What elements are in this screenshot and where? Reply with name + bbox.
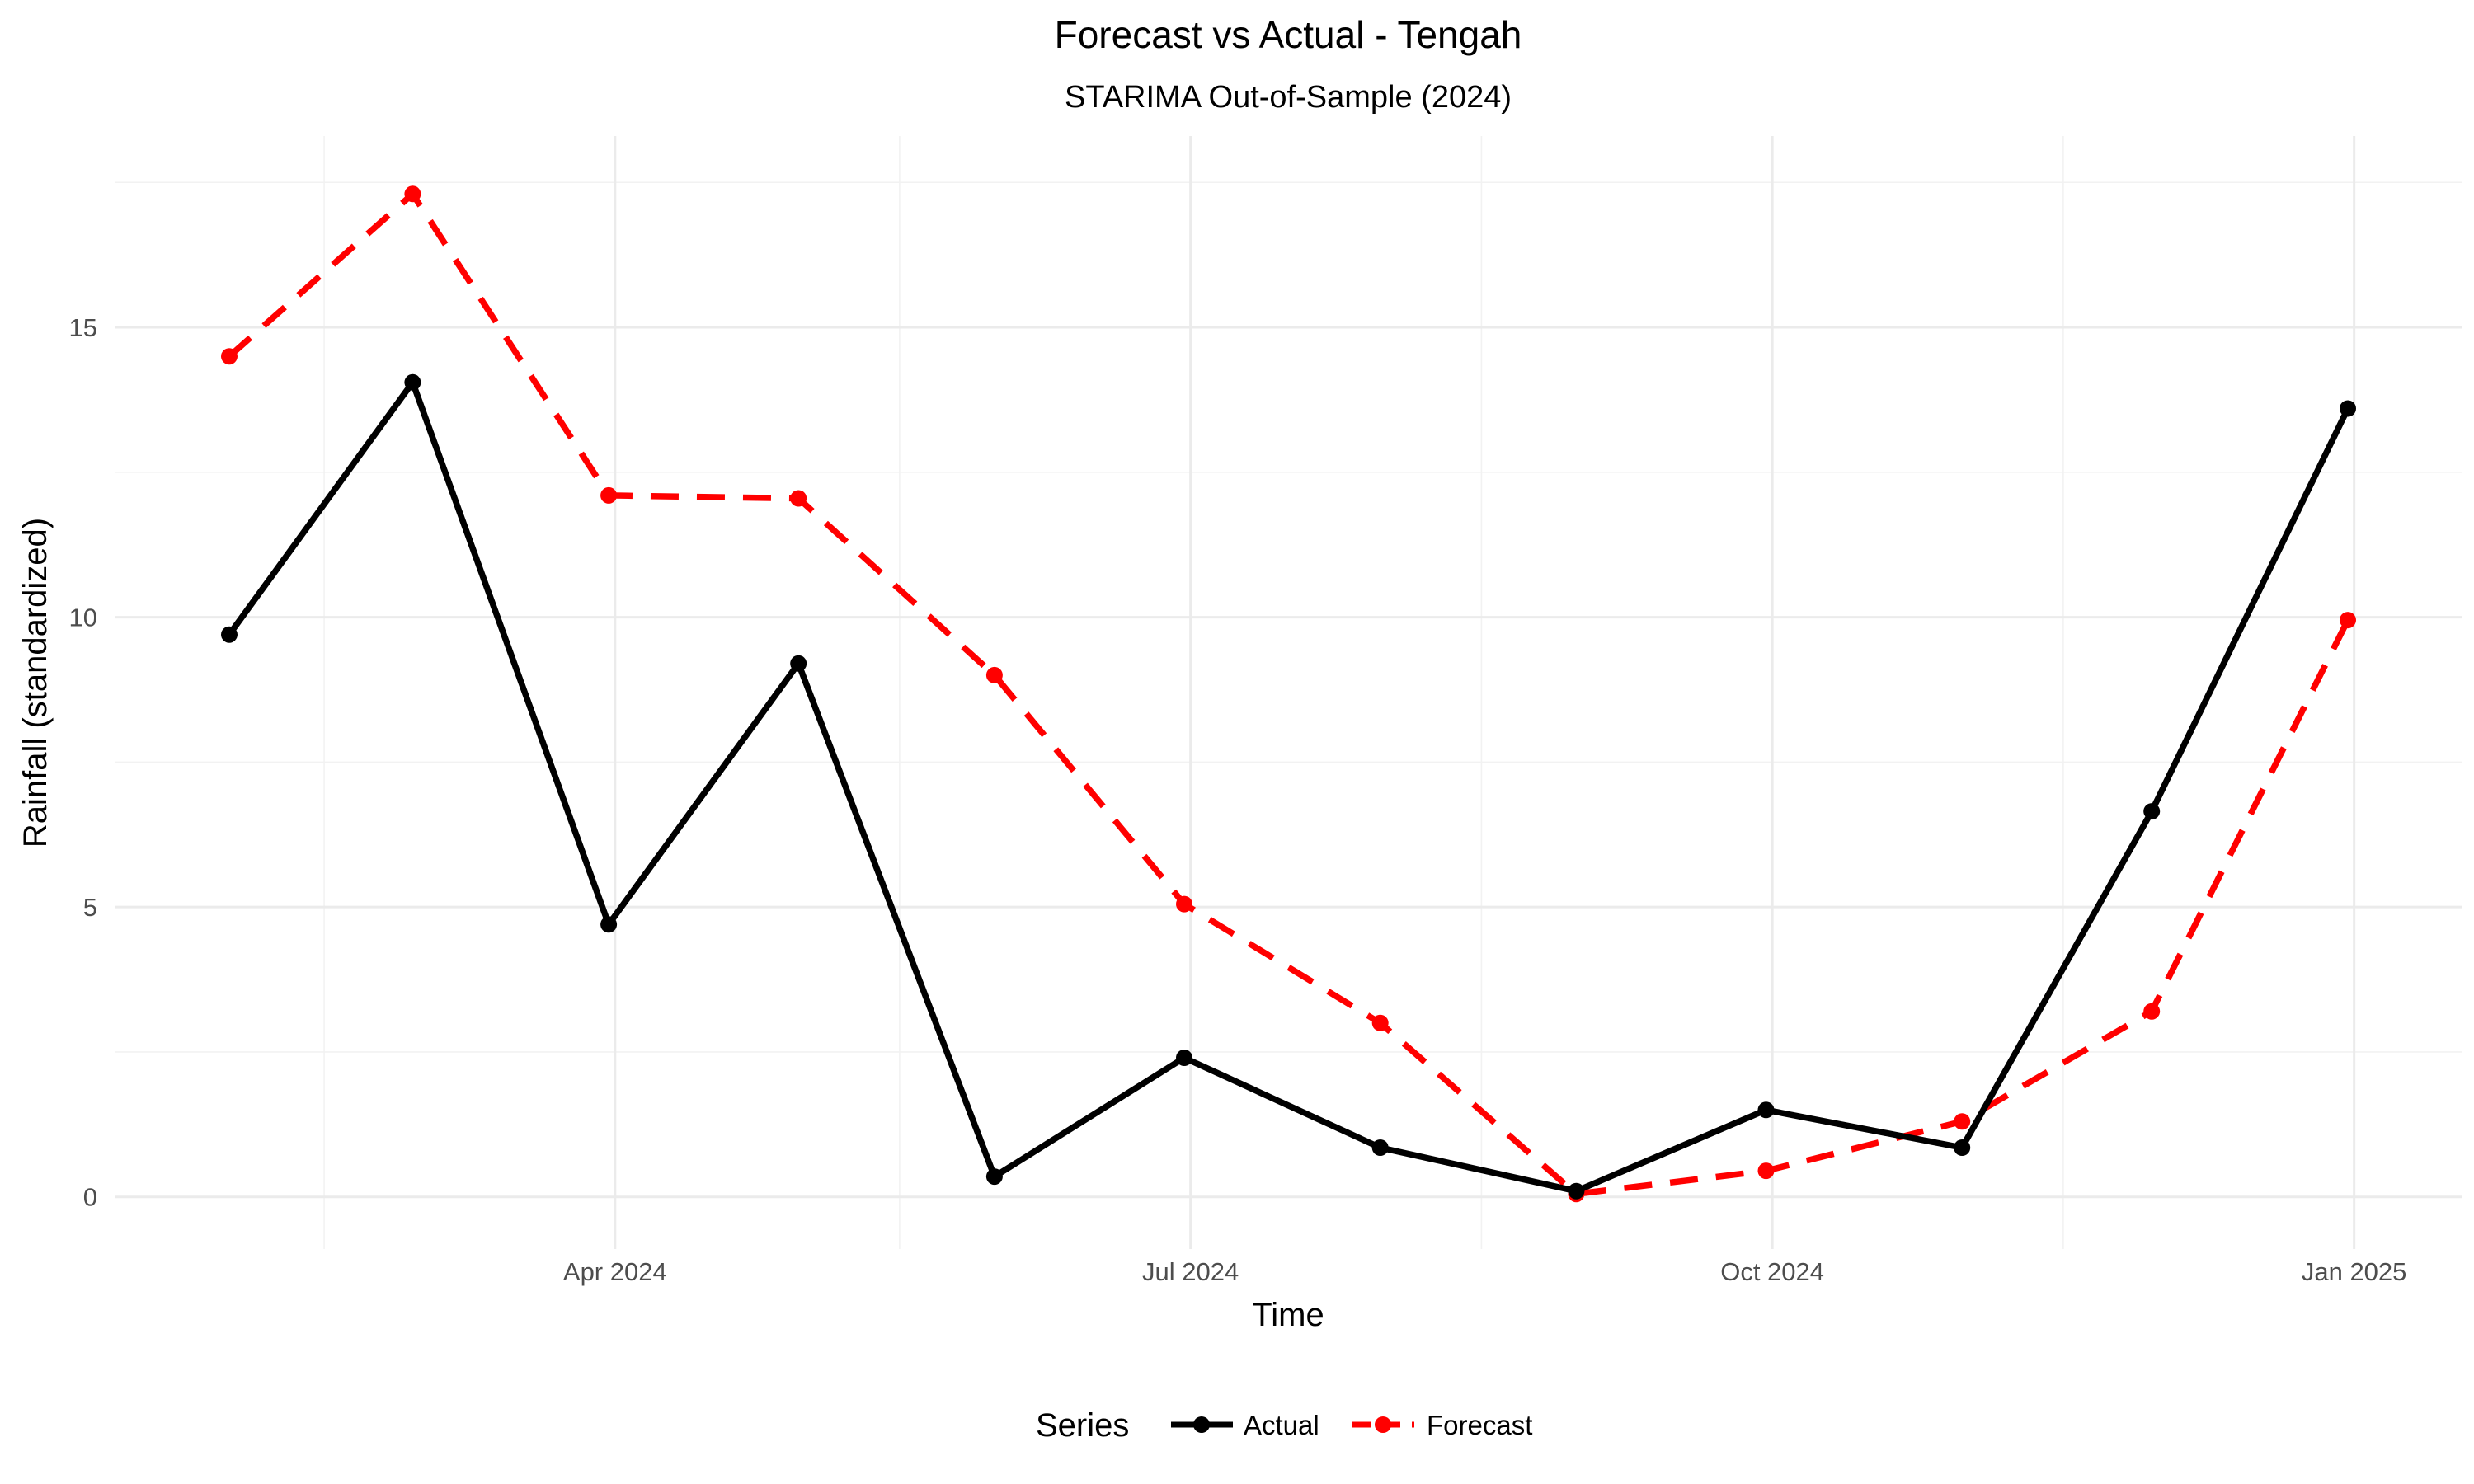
- data-point-forecast: [985, 666, 1003, 683]
- series-line-actual: [226, 379, 2351, 1195]
- data-point-forecast: [1757, 1162, 1775, 1180]
- data-point-actual: [2143, 803, 2161, 820]
- data-point-actual: [404, 373, 421, 391]
- series-line-forecast: [227, 190, 2351, 1197]
- data-point-forecast: [1371, 1014, 1389, 1031]
- data-point-actual: [985, 1168, 1003, 1186]
- data-point-forecast: [600, 486, 618, 504]
- legend-item-actual: Actual: [1171, 1410, 1319, 1440]
- x-tick-label: Oct 2024: [1720, 1257, 1824, 1286]
- x-tick-label: Jul 2024: [1142, 1257, 1239, 1286]
- chart-subtitle: STARIMA Out-of-Sample (2024): [1065, 80, 1512, 115]
- legend-item-forecast: Forecast: [1352, 1410, 1532, 1440]
- data-point-forecast: [1176, 895, 1192, 913]
- data-point-forecast: [2143, 1003, 2161, 1020]
- legend-key-actual-point: [1193, 1416, 1210, 1433]
- data-point-actual: [1954, 1139, 1971, 1156]
- legend-key-forecast-point: [1375, 1416, 1391, 1433]
- data-point-actual: [2340, 400, 2356, 417]
- x-axis-title: Time: [1252, 1297, 1324, 1333]
- data-point-actual: [790, 655, 807, 672]
- data-point-actual: [1176, 1050, 1192, 1066]
- legend-label-actual: Actual: [1244, 1410, 1319, 1440]
- y-tick-label: 10: [69, 603, 97, 632]
- y-tick-label: 15: [69, 313, 97, 342]
- legend-title: Series: [1036, 1407, 1129, 1444]
- data-point-forecast: [790, 490, 807, 507]
- grid: [115, 136, 2462, 1249]
- y-tick-label: 0: [83, 1183, 97, 1212]
- data-point-forecast: [221, 348, 238, 365]
- data-point-actual: [1371, 1139, 1389, 1156]
- data-point-actual: [1568, 1182, 1585, 1200]
- x-tick-label: Apr 2024: [563, 1257, 667, 1286]
- data-point-actual: [600, 916, 618, 933]
- y-axis-title: Rainfall (standardized): [17, 518, 54, 848]
- legend-label-forecast: Forecast: [1427, 1410, 1532, 1440]
- chart-title: Forecast vs Actual - Tengah: [1055, 13, 1522, 56]
- x-tick-label: Jan 2025: [2302, 1257, 2407, 1286]
- axis-labels: 0 5 10 15 Apr 2024 Jul 2024 Oct 2024 Jan 2025: [69, 313, 2407, 1286]
- series-layer: [221, 186, 2356, 1203]
- data-point-actual: [221, 626, 238, 643]
- y-tick-label: 5: [83, 893, 97, 922]
- data-point-actual: [1757, 1101, 1775, 1119]
- data-point-forecast: [2340, 612, 2356, 629]
- legend: Series Actual Forecast: [1036, 1407, 1532, 1444]
- data-point-forecast: [1954, 1113, 1971, 1130]
- data-point-forecast: [404, 186, 421, 203]
